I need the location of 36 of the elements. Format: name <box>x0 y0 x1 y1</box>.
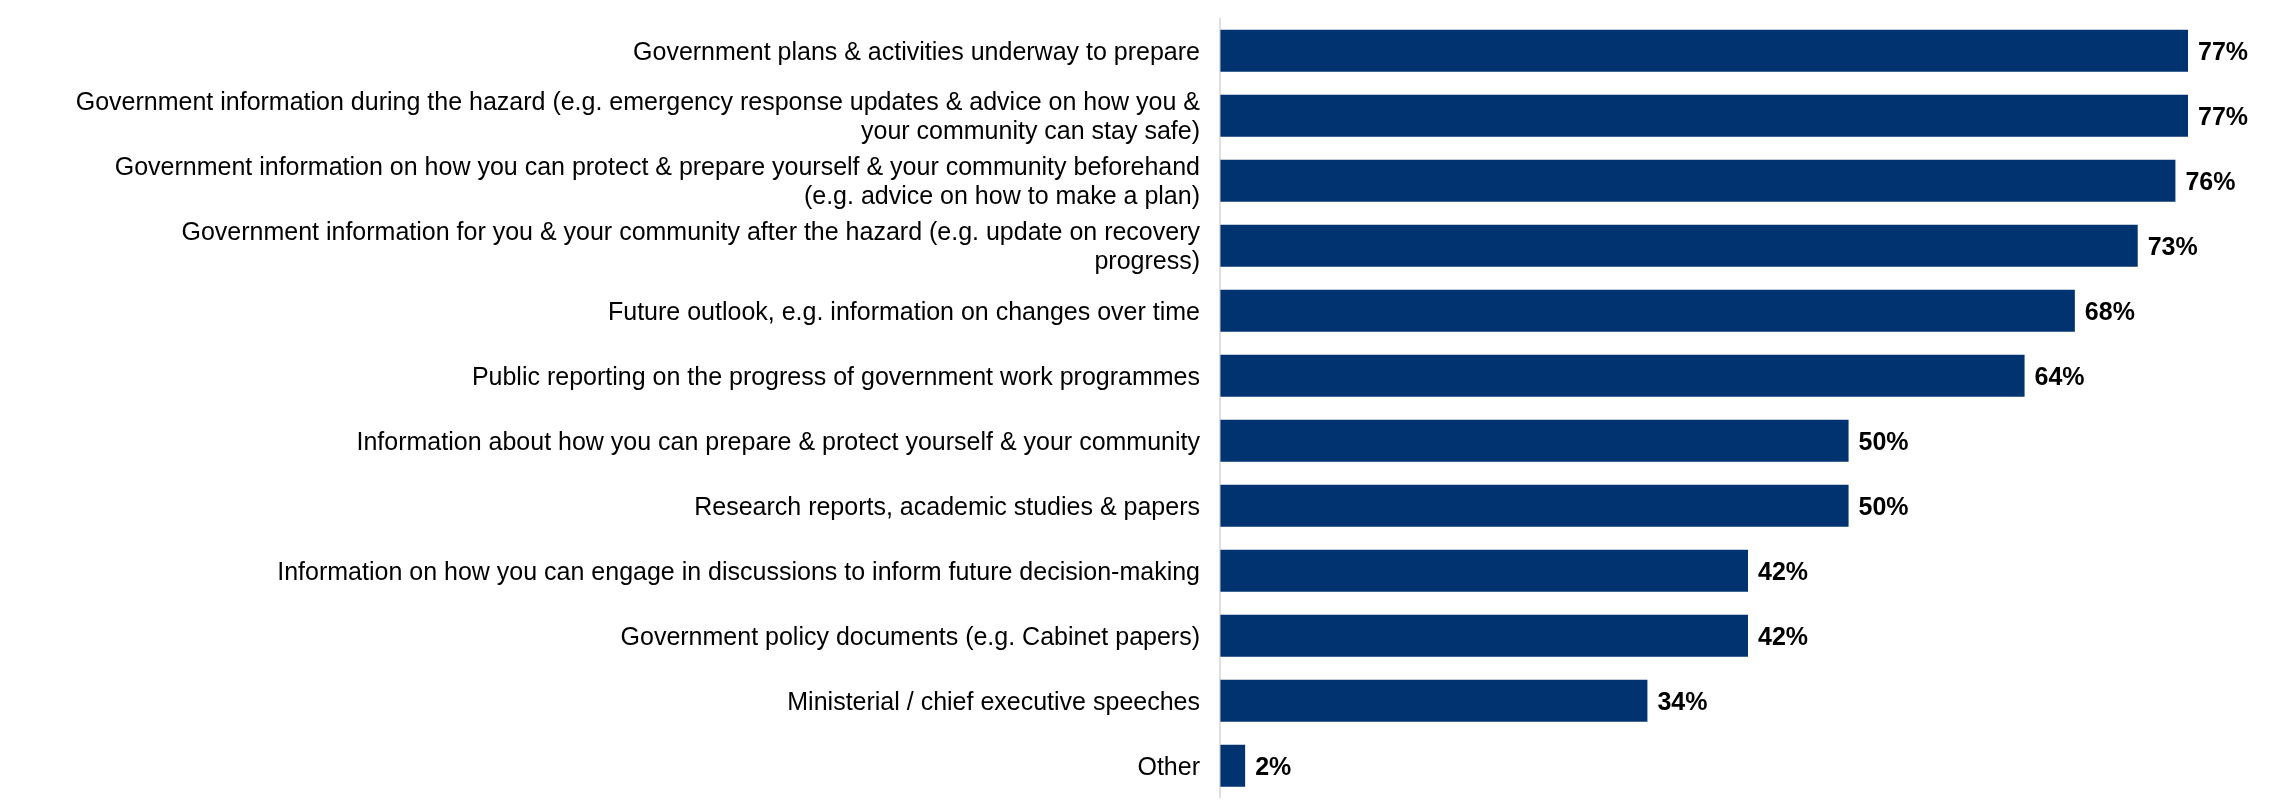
data-label: 42% <box>1758 621 1809 650</box>
y-tick-label: Government information for you & your community after the hazard (e.g. update on recovery progress) <box>181 217 1201 274</box>
bar <box>1220 744 1246 787</box>
y-tick-label: Information about how you can prepare & protect yourself & your community <box>356 426 1201 455</box>
data-label: 50% <box>1858 491 1909 520</box>
data-label: 77% <box>2198 36 2249 65</box>
data-label: 76% <box>2185 166 2236 195</box>
bar <box>1220 419 1849 462</box>
bar <box>1220 289 2075 332</box>
data-label: 68% <box>2084 296 2135 325</box>
y-tick-label: Government information during the hazard (e.g. emergency response updates & advice on how you & your community can stay safe) <box>75 87 1201 144</box>
y-tick-label: Research reports, academic studies & papers <box>694 491 1200 520</box>
bar <box>1220 29 2188 72</box>
data-label: 77% <box>2198 101 2249 130</box>
data-label: 2% <box>1255 751 1292 780</box>
y-tick-label: Government policy documents (e.g. Cabinet papers) <box>620 621 1200 650</box>
y-tick-label: Public reporting on the progress of government work programmes <box>471 361 1200 390</box>
y-tick-label: Future outlook, e.g. information on changes over time <box>608 296 1200 325</box>
data-label: 42% <box>1758 556 1809 585</box>
y-tick-label: Other <box>1137 751 1200 780</box>
y-tick-label: Ministerial / chief executive speeches <box>787 686 1200 715</box>
bar <box>1220 484 1849 527</box>
bar <box>1220 679 1648 722</box>
data-label: 64% <box>2034 361 2085 390</box>
data-label: 73% <box>2147 231 2198 260</box>
bar <box>1220 354 2025 397</box>
bar <box>1220 159 2176 202</box>
y-tick-label: Government plans & activities underway to prepare <box>633 36 1200 65</box>
y-tick-label: Government information on how you can protect & prepare yourself & your community beforehand (e.g. advice on how to make a plan) <box>114 152 1200 209</box>
bar <box>1220 224 2138 267</box>
y-tick-label: Information on how you can engage in discussions to inform future decision-making <box>277 556 1200 585</box>
data-label: 50% <box>1858 426 1909 455</box>
bar <box>1220 94 2188 137</box>
bar <box>1220 614 1748 657</box>
bar <box>1220 549 1748 592</box>
data-label: 34% <box>1657 686 1708 715</box>
